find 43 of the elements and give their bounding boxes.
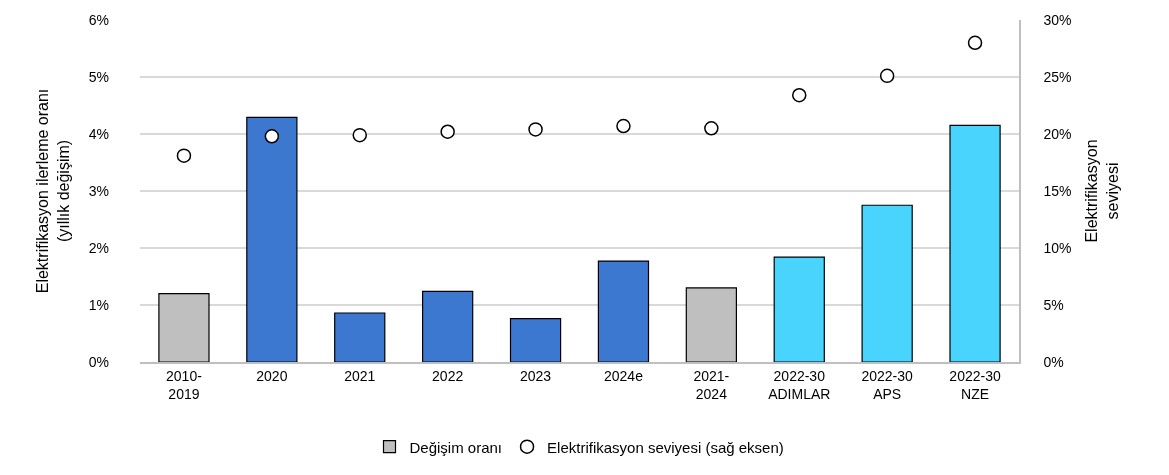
y2-tick-label: 30%	[1043, 11, 1072, 28]
y2-axis-title: Elektrifikasyon seviyesi	[1082, 139, 1121, 243]
bar	[861, 204, 913, 362]
y-tick-label: 5%	[88, 68, 109, 85]
point	[264, 129, 280, 144]
y2-tick-label: 5%	[1043, 296, 1064, 313]
legend-label: Değişim oranı	[409, 438, 503, 456]
y2-tick-label: 25%	[1043, 68, 1072, 85]
legend-label: Elektrifikasyon seviyesi (sağ eksen)	[547, 438, 784, 456]
y-tick-label: 1%	[88, 296, 109, 313]
x-tick-label: 2022-30 APS	[861, 367, 914, 402]
x-tick-label: 2024e	[603, 367, 644, 384]
x-tick-label: 2021- 2024	[693, 367, 730, 402]
x-tick-label: 2023	[519, 367, 552, 384]
x-tick-label: 2021	[344, 367, 376, 384]
point	[879, 68, 895, 84]
bar	[246, 116, 298, 362]
y-tick-label: 2%	[88, 239, 109, 256]
bar	[334, 312, 386, 362]
y2-tick-label: 20%	[1043, 125, 1072, 142]
bar	[422, 290, 474, 362]
y2-tick-label: 0%	[1043, 353, 1064, 370]
point	[176, 148, 192, 163]
bar	[949, 124, 1001, 362]
bar	[773, 256, 825, 362]
y-tick-label: 3%	[88, 182, 109, 199]
y2-tick-label: 15%	[1043, 182, 1072, 199]
point	[352, 127, 367, 143]
y-axis-title: Elektrifikasyon ilerleme oranı (yıllık değişim)	[33, 88, 72, 294]
x-tick-label: 2022-30 NZE	[949, 367, 1001, 402]
y2-tick-label: 10%	[1043, 239, 1072, 256]
bar	[597, 260, 650, 362]
point	[440, 124, 455, 139]
point	[616, 118, 631, 134]
x-tick-label: 2010- 2019	[166, 367, 203, 402]
x-tick-label: 2020	[256, 367, 288, 384]
point	[528, 122, 543, 137]
x-tick-label: 2022	[432, 367, 464, 384]
y-tick-label: 4%	[88, 125, 109, 142]
y-tick-label: 6%	[88, 11, 109, 28]
bar	[509, 318, 562, 362]
x-tick-label: 2022-30 ADIMLAR	[768, 367, 831, 402]
y-tick-label: 0%	[88, 353, 109, 370]
